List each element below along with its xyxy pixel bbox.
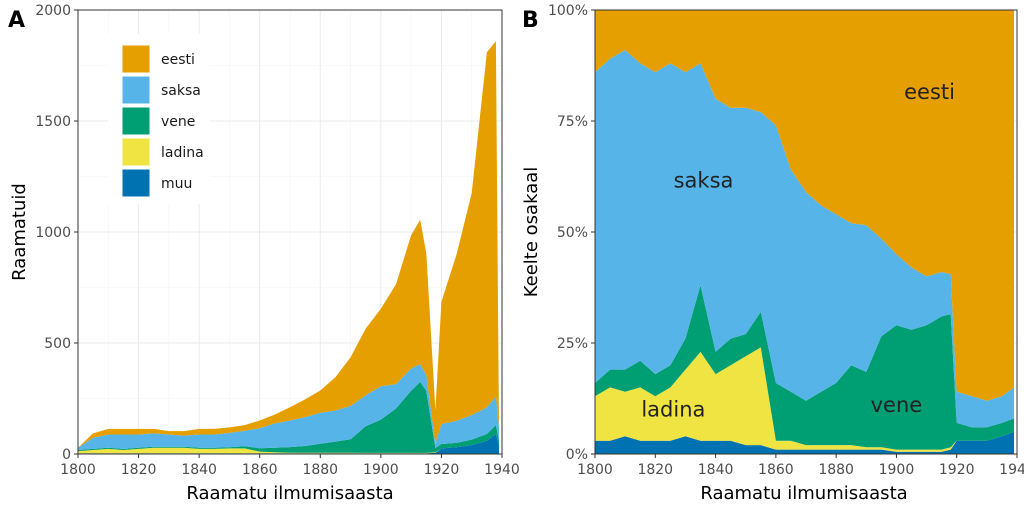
- panel-a-area-eesti: [78, 41, 499, 448]
- panel-a-legend-swatch-eesti: [121, 44, 151, 74]
- panel-a-y-tick-label: 0: [62, 447, 71, 463]
- panel-b-x-tick-label: 1880: [818, 462, 854, 478]
- panel-a-legend-label-muu: muu: [161, 176, 192, 192]
- panel-a-legend-swatch-muu: [121, 168, 151, 198]
- panel-a-y-ticks: 0 500 1000 1500 2000: [35, 3, 78, 463]
- panel-b-x-tick-label: 1920: [939, 462, 975, 478]
- panel-b-area-saksa: [595, 50, 1014, 428]
- panel-a-area-muu: [78, 434, 499, 454]
- panel-b-x-axis-title: Raamatu ilmumisaasta: [700, 483, 907, 504]
- panel-b-tag: B: [522, 8, 539, 33]
- panel-a-y-tick-label: 1500: [35, 114, 71, 130]
- panel-a-legend-label-eesti: eesti: [161, 52, 195, 68]
- panel-a-legend-label-saksa: saksa: [161, 83, 201, 99]
- panel-b-y-tick-label: 100%: [548, 3, 588, 19]
- panel-b-x-tick-label: 1940: [999, 462, 1024, 478]
- panel-b-area-eesti: [595, 10, 1014, 401]
- panel-b-area-muu: [595, 431, 1014, 454]
- panel-b-y-ticks: 0% 25% 50% 75% 100%: [548, 3, 595, 463]
- panel-b-chart: 1800 1820 1840 1860 1880 1900 1920 1940 0% 25% 50…: [521, 3, 1024, 504]
- panel-b-x-tick-label: 1840: [698, 462, 734, 478]
- panel-a-x-tick-label: 1800: [60, 462, 96, 478]
- panel-a-border: [77, 9, 503, 455]
- panel-a-x-tick-label: 1880: [302, 462, 338, 478]
- panel-a-x-ticks: 1800 1820 1840 1860 1880 1900 1920 1940: [60, 454, 520, 478]
- panel-a-legend-swatch-ladina: [121, 137, 151, 167]
- panel-a-x-tick-label: 1940: [484, 462, 520, 478]
- panel-b-y-tick-label: 0%: [566, 447, 588, 463]
- panel-a-y-axis-title: Raamatuid: [9, 183, 30, 281]
- panel-b-label-vene: vene: [871, 393, 923, 417]
- panel-b-label-saksa: saksa: [674, 169, 734, 193]
- panel-a-chart: 1800 1820 1840 1860 1880 1900 1920 1940 0 500 100…: [8, 3, 520, 504]
- panel-a-y-tick-label: 2000: [35, 3, 71, 19]
- panel-b-x-tick-label: 1860: [758, 462, 794, 478]
- panel-a-x-tick-label: 1900: [363, 462, 399, 478]
- panel-b-area-ladina: [595, 347, 1014, 452]
- panel-a-legend-swatch-vene: [121, 106, 151, 136]
- panel-a-x-tick-label: 1860: [242, 462, 278, 478]
- panel-b-label-eesti: eesti: [904, 80, 955, 104]
- panel-a-areas: [78, 41, 499, 454]
- panel-a-area-saksa: [78, 364, 499, 450]
- panel-a-y-tick-label: 1000: [35, 225, 71, 241]
- panel-b-label-ladina: ladina: [641, 397, 705, 421]
- panel-b-areas: [595, 10, 1014, 454]
- panel-b-x-tick-label: 1900: [879, 462, 915, 478]
- panel-a-x-tick-label: 1820: [121, 462, 157, 478]
- panel-b-area-labels: eesti saksa ladina vene: [641, 80, 955, 421]
- panel-a-legend-swatch-saksa: [121, 75, 151, 105]
- panel-b-x-tick-label: 1800: [577, 462, 613, 478]
- panel-a-x-tick-label: 1920: [424, 462, 460, 478]
- panel-a-tag: A: [8, 8, 25, 33]
- panel-b-border: [594, 9, 1018, 455]
- panel-b-area-vene: [595, 285, 1014, 450]
- panel-b-y-tick-label: 25%: [557, 336, 588, 352]
- panel-a-legend: eesti saksa vene ladina muu: [108, 34, 210, 204]
- panel-b-x-tick-label: 1820: [637, 462, 673, 478]
- panel-a-area-ladina: [78, 434, 499, 454]
- panel-b-y-tick-label: 75%: [557, 114, 588, 130]
- panel-a-legend-label-vene: vene: [161, 114, 195, 130]
- panel-b-y-axis-title: Keelte osakaal: [521, 167, 542, 298]
- panel-b-x-ticks: 1800 1820 1840 1860 1880 1900 1920 1940: [577, 454, 1024, 478]
- panel-a-area-vene: [78, 381, 499, 453]
- panel-a-x-axis-title: Raamatu ilmumisaasta: [186, 483, 393, 504]
- panel-a-x-tick-label: 1840: [181, 462, 217, 478]
- panel-a-legend-label-ladina: ladina: [161, 145, 204, 161]
- panel-a-y-tick-label: 500: [44, 336, 71, 352]
- panel-b-y-tick-label: 50%: [557, 225, 588, 241]
